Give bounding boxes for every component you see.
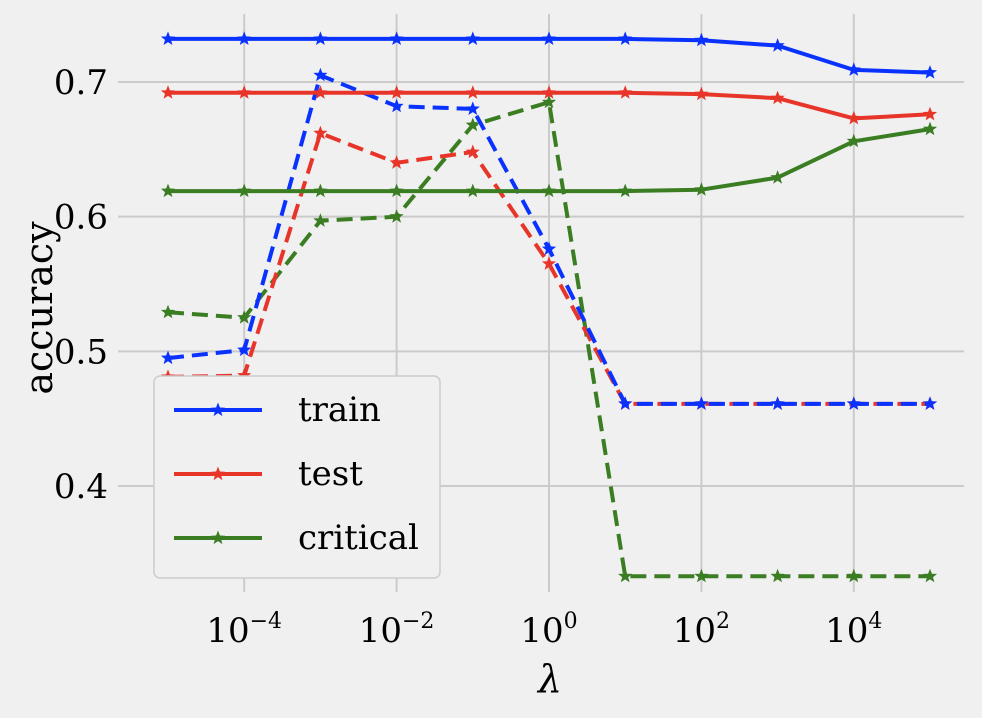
data-point <box>618 31 633 45</box>
data-point <box>922 396 938 410</box>
data-point <box>846 396 861 410</box>
data-point <box>770 568 785 583</box>
data-point <box>389 85 404 99</box>
data-point <box>694 396 709 410</box>
data-point <box>465 31 480 45</box>
series-critical <box>160 121 938 198</box>
y-axis-label: accuracy <box>17 221 61 395</box>
data-point <box>922 65 938 79</box>
data-point <box>694 182 709 196</box>
data-point <box>694 86 709 101</box>
data-point <box>770 396 785 410</box>
x-axis-label: λ <box>536 657 562 701</box>
data-point <box>237 85 252 99</box>
data-point <box>846 568 861 583</box>
legend-label: test <box>298 454 363 494</box>
data-point <box>237 31 252 45</box>
legend-box <box>153 375 441 579</box>
data-point <box>389 183 404 198</box>
legend-label: train <box>298 390 381 430</box>
legend-marker <box>210 402 226 417</box>
data-point <box>160 350 176 365</box>
data-point <box>160 31 176 45</box>
data-point <box>389 98 404 113</box>
x-tick-label: 10−4 <box>206 609 282 651</box>
data-point <box>313 183 328 198</box>
x-tick-label: 10−2 <box>359 609 435 651</box>
data-point <box>922 121 938 136</box>
data-point <box>237 310 252 324</box>
data-point <box>160 85 176 99</box>
data-point <box>846 62 861 76</box>
data-point <box>541 183 557 198</box>
data-point <box>237 183 252 198</box>
y-tick-label: 0.6 <box>54 198 108 238</box>
data-point <box>465 183 480 198</box>
data-point <box>389 209 404 223</box>
data-point <box>237 342 252 357</box>
x-tick-label: 104 <box>825 609 882 651</box>
data-point <box>541 241 557 256</box>
data-point <box>465 144 480 159</box>
legend-item-train: train <box>174 390 381 430</box>
series-line <box>167 100 930 579</box>
series-dashed-5 <box>160 94 938 583</box>
data-point <box>694 32 709 47</box>
data-point <box>618 568 633 583</box>
data-point <box>541 85 557 99</box>
data-point <box>770 170 785 184</box>
data-point <box>922 568 938 583</box>
series-layer <box>160 31 938 583</box>
legend: train test critical <box>153 375 441 579</box>
data-point <box>237 368 252 382</box>
tick-labels: 10−4 10−2 100 102 104 0.4 0.5 0.6 0.7 <box>54 63 883 651</box>
data-point <box>694 568 709 583</box>
x-tick-label: 100 <box>520 609 577 651</box>
data-point <box>389 155 404 169</box>
data-point <box>618 183 633 198</box>
data-point <box>160 183 176 198</box>
y-tick-label: 0.4 <box>54 467 108 507</box>
data-point <box>465 117 480 132</box>
data-point <box>313 213 328 227</box>
x-tick-label: 102 <box>673 609 730 651</box>
data-point <box>465 85 480 99</box>
y-tick-label: 0.7 <box>54 63 108 103</box>
data-point <box>313 125 328 140</box>
series-dashed-3 <box>160 67 938 410</box>
data-point <box>846 133 861 148</box>
series-train <box>160 31 938 79</box>
series-test <box>160 85 938 125</box>
data-point <box>465 101 480 115</box>
data-point <box>389 31 404 45</box>
legend-label: critical <box>298 518 419 558</box>
legend-item-critical: critical <box>174 518 419 558</box>
data-point <box>770 90 785 105</box>
data-point <box>313 31 328 45</box>
y-tick-label: 0.5 <box>54 332 108 372</box>
data-point <box>846 110 861 125</box>
legend-marker <box>210 466 226 481</box>
data-point <box>541 94 557 109</box>
data-point <box>541 31 557 45</box>
data-point <box>541 256 557 270</box>
data-point <box>922 106 938 121</box>
legend-marker <box>210 530 226 545</box>
legend-item-test: test <box>174 454 363 494</box>
data-point <box>313 85 328 99</box>
data-point <box>618 396 633 410</box>
data-point <box>313 67 328 82</box>
data-point <box>160 304 176 319</box>
data-point <box>618 85 633 99</box>
data-point <box>770 38 785 52</box>
